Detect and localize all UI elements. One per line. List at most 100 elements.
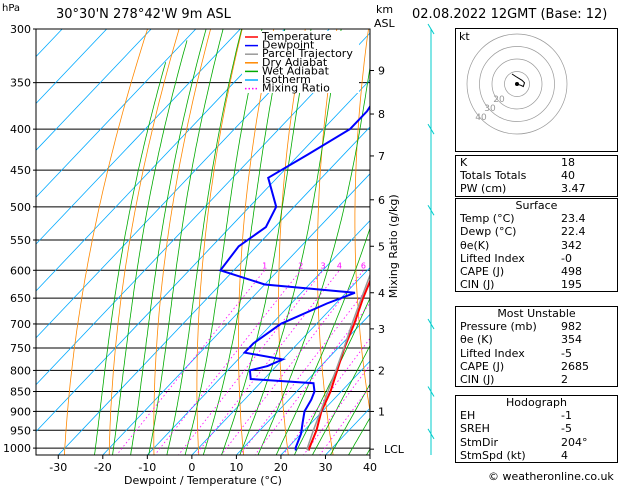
km-tick-label: 9 [378, 65, 385, 78]
most-unstable-title: Most Unstable [497, 307, 576, 320]
legend-label: Isotherm [262, 73, 311, 86]
wind-barb-icon [427, 386, 435, 397]
most-unstable-value: 354 [561, 333, 582, 347]
index-label: K [460, 156, 468, 169]
hodograph-kt-label: kt [459, 30, 470, 43]
wet-adiabat-line [148, 29, 224, 455]
wind-barb-icon [427, 318, 435, 330]
surface-label: Dewp (°C) [460, 225, 517, 239]
hodograph-row: StmSpd (kt) 4 [456, 449, 617, 462]
pressure-tick-label: 550 [10, 234, 31, 247]
wet-adiabat-line [329, 383, 370, 455]
index-value: 3.47 [561, 182, 586, 196]
most-unstable-panel: Most Unstable Pressure (mb) 982 θe (K) 354 L… [455, 306, 618, 388]
legend-label: Wet Adiabat [262, 64, 330, 77]
wet-adiabat-line [130, 29, 207, 455]
isotherm-line [36, 32, 370, 386]
hodograph-row: SREH -5 [456, 422, 617, 435]
isotherm-line [147, 219, 370, 455]
dry-adiabat-line [63, 29, 148, 455]
pressure-tick-label: 300 [10, 23, 31, 36]
hodograph-label: StmSpd (kt) [460, 448, 526, 462]
legend-label: Temperature [261, 30, 332, 43]
plot-frame [35, 28, 371, 456]
pressure-tick-label: 700 [10, 318, 31, 331]
series-line-dewpoint [218, 104, 370, 451]
wet-adiabat-line [239, 29, 342, 455]
most-unstable-label: CAPE (J) [460, 359, 505, 373]
isotherm-line [102, 173, 370, 455]
most-unstable-label: θe (K) [460, 333, 493, 347]
wind-barb-icon [427, 428, 435, 440]
surface-label: CAPE (J) [460, 264, 505, 278]
isotherm-line [36, 29, 330, 339]
mixing-ratio-line [254, 302, 370, 455]
hodograph-table-title: Hodograph [506, 396, 567, 409]
index-row: K 18 [456, 156, 617, 169]
mixing-ratio-line [282, 337, 370, 455]
asl-label: ASL [374, 17, 395, 30]
mixing-ratio-label: 8 [378, 261, 383, 270]
mixing-ratio-line [302, 364, 370, 455]
mixing-ratio-line [220, 270, 364, 455]
most-unstable-value: -5 [561, 346, 572, 360]
wet-adiabat-line [348, 417, 370, 455]
surface-label: θe(K) [460, 238, 490, 252]
surface-value: -0 [561, 251, 572, 265]
index-label: Totals Totals [460, 169, 527, 183]
hodograph-ring-label: 20 [493, 95, 505, 105]
most-unstable-row: CIN (J) 2 [456, 373, 617, 386]
hodograph-ring-label: 30 [484, 104, 496, 114]
x-tick-label: 0 [188, 461, 195, 474]
hodograph-label: SREH [460, 422, 490, 436]
hodograph-trace [511, 73, 526, 88]
x-tick-label: 30 [318, 461, 332, 474]
isotherm-line [36, 29, 107, 105]
x-tick-label: -20 [94, 461, 112, 474]
km-tick-label: 3 [378, 323, 385, 336]
surface-label: Lifted Index [460, 251, 525, 265]
surface-label: Temp (°C) [460, 212, 515, 226]
km-tick-label: 7 [378, 150, 385, 163]
km-tick-label: LCL [384, 443, 405, 456]
surface-value: 22.4 [561, 225, 586, 239]
pressure-tick-label: 950 [10, 424, 31, 437]
legend-label: Parcel Trajectory [262, 47, 353, 60]
hodograph-value: -1 [561, 409, 572, 423]
most-unstable-value: 2 [561, 372, 568, 386]
index-row: PW (cm) 3.47 [456, 182, 617, 195]
wet-adiabat-line [184, 29, 263, 455]
wet-adiabat-line [293, 297, 370, 455]
mixing-ratio-label: 4 [337, 261, 342, 270]
x-tick-label: -30 [49, 461, 67, 474]
mixing-ratio-line [177, 270, 324, 455]
km-tick-label: 6 [378, 194, 385, 207]
surface-panel: Surface Temp (°C) 23.4 Dewp (°C) 22.4 θe(K) 3… [455, 198, 618, 293]
hodograph-ring [491, 58, 543, 110]
x-tick-label: -10 [138, 461, 156, 474]
dry-adiabat-line [108, 29, 180, 455]
pressure-tick-label: 900 [10, 405, 31, 418]
most-unstable-row: Pressure (mb) 982 [456, 320, 617, 333]
most-unstable-row: θe (K) 354 [456, 333, 617, 346]
indices-panel: K 18 Totals Totals 40 PW (cm) 3.47 [455, 155, 618, 197]
pressure-tick-label: 500 [10, 201, 31, 214]
isotherm-line [36, 29, 241, 245]
most-unstable-row: Lifted Index -5 [456, 347, 617, 360]
dry-adiabat-line [278, 29, 306, 455]
wet-adiabat-line [112, 40, 188, 455]
mixing-ratio-line [116, 270, 266, 455]
mixing-ratio-label: 3 [321, 261, 326, 270]
legend-box [242, 31, 359, 93]
hodograph-label: EH [460, 409, 476, 423]
hodograph-value: -5 [561, 422, 572, 436]
index-label: PW (cm) [460, 182, 507, 196]
km-tick-label: 4 [378, 287, 385, 300]
surface-row: CAPE (J) 498 [456, 265, 617, 278]
hodograph-value: 4 [561, 448, 568, 462]
surface-row: Lifted Index -0 [456, 252, 617, 265]
mixing-ratio-label: 15 [416, 261, 426, 270]
mixing-ratio-label: 6 [361, 261, 366, 270]
